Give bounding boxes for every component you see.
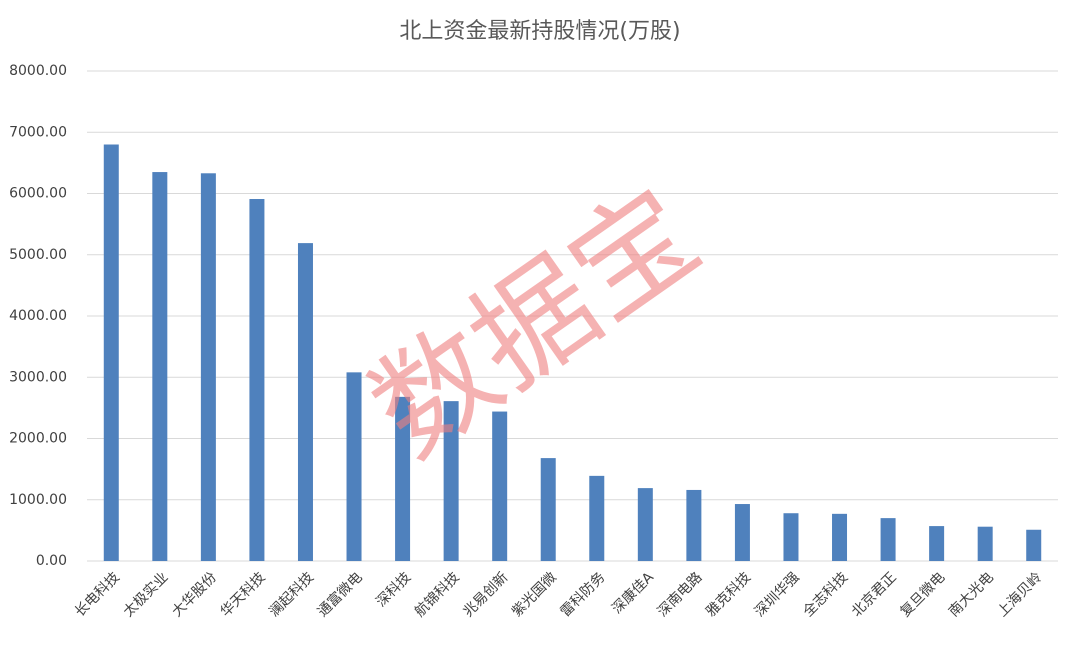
bar: [492, 411, 508, 561]
bar: [540, 458, 556, 561]
bar: [103, 144, 119, 561]
bar: [977, 526, 993, 561]
y-tick-label: 4000.00: [9, 308, 67, 324]
bar: [297, 243, 313, 562]
y-tick-label: 0.00: [36, 553, 67, 569]
bar: [880, 518, 896, 561]
y-tick-label: 6000.00: [9, 186, 67, 202]
bar: [443, 401, 459, 561]
bar: [395, 396, 411, 561]
y-tick-label: 8000.00: [9, 63, 67, 79]
bar: [249, 199, 265, 561]
bar: [929, 526, 945, 561]
y-tick-label: 5000.00: [9, 247, 67, 263]
bar: [589, 475, 605, 561]
bar: [152, 172, 168, 561]
bar: [637, 488, 653, 561]
bar: [1026, 529, 1042, 561]
bar: [686, 489, 702, 561]
bar: [832, 513, 848, 561]
chart-title: 北上资金最新持股情况(万股): [399, 19, 680, 44]
bar: [346, 372, 362, 561]
y-tick-label: 2000.00: [9, 431, 67, 447]
bar: [734, 504, 750, 561]
bar: [200, 173, 216, 561]
y-tick-label: 7000.00: [9, 124, 67, 140]
bar: [783, 513, 799, 561]
y-tick-label: 1000.00: [9, 492, 67, 508]
y-tick-label: 3000.00: [9, 369, 67, 385]
